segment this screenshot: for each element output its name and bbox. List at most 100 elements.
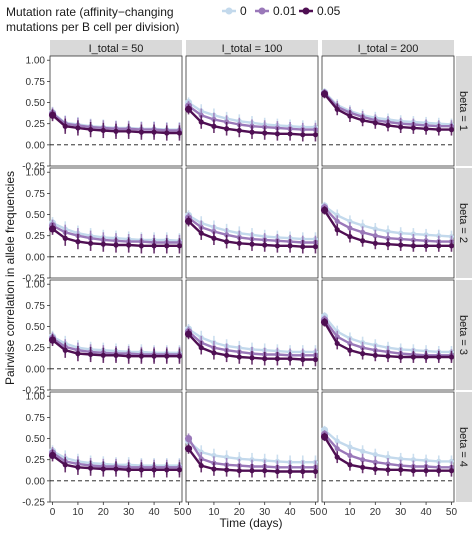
row-strip-3 — [456, 392, 472, 502]
data-point — [398, 456, 404, 462]
data-point — [312, 132, 319, 138]
data-point — [398, 124, 404, 130]
x-tick-label: 40 — [149, 507, 161, 518]
data-point — [347, 218, 353, 224]
panel-2-1 — [184, 279, 319, 391]
data-point — [262, 242, 268, 248]
data-point — [198, 463, 204, 469]
x-axis-title: Time (days) — [220, 516, 283, 530]
y-tick-label: 1.00 — [26, 168, 46, 179]
row-strip-2 — [456, 280, 472, 390]
series-rate-0.05 — [184, 216, 319, 254]
data-point — [274, 356, 280, 362]
data-point — [410, 237, 416, 243]
data-point — [62, 347, 68, 353]
data-point — [287, 131, 293, 137]
data-point — [334, 340, 340, 347]
x-tick-label: 40 — [421, 507, 433, 518]
y-tick-label: 0.25 — [26, 231, 46, 242]
data-point — [334, 218, 340, 224]
data-point — [211, 452, 217, 459]
data-point — [198, 119, 204, 125]
data-point — [151, 243, 157, 249]
data-point — [448, 243, 455, 249]
data-point — [198, 345, 204, 351]
data-point — [360, 448, 366, 454]
data-point — [423, 243, 429, 249]
panel-1-2 — [320, 167, 455, 279]
panel-3-1: 0 10 20 30 40 50 — [184, 391, 322, 518]
data-point — [249, 241, 255, 247]
data-point — [75, 464, 81, 470]
row-strip-label-0: beta = 1 — [457, 91, 469, 131]
data-point — [88, 351, 94, 358]
series-rate-0.05 — [320, 432, 455, 477]
data-point — [436, 243, 442, 249]
legend-key-dot-2 — [302, 7, 310, 15]
data-point — [126, 242, 132, 248]
x-tick-label: 30 — [395, 507, 407, 518]
series-rate-0.05 — [48, 334, 183, 364]
panel-frame — [49, 55, 183, 167]
data-point — [372, 466, 378, 472]
panel-3-2: 0 10 20 30 40 50 — [320, 391, 457, 518]
panel-frame — [185, 167, 319, 279]
x-tick-label: 20 — [98, 507, 110, 518]
y-tick-label: -0.25 — [22, 274, 45, 285]
data-point — [410, 468, 416, 474]
series-rate-0.05 — [48, 223, 183, 254]
data-point — [385, 122, 391, 128]
data-point — [48, 225, 57, 233]
x-tick-label: 50 — [174, 507, 186, 518]
data-point — [300, 356, 306, 363]
panel-frame — [321, 167, 455, 279]
y-tick-label: 0.25 — [26, 455, 46, 466]
data-point — [262, 468, 268, 474]
data-point — [113, 466, 119, 472]
x-tick-label: 20 — [370, 507, 382, 518]
data-point — [236, 354, 242, 360]
data-point — [300, 244, 306, 250]
data-point — [423, 126, 429, 132]
y-tick-label: 1.00 — [26, 392, 46, 403]
data-point — [211, 235, 217, 241]
data-point — [398, 236, 404, 242]
data-point — [100, 241, 106, 247]
data-point — [372, 226, 378, 232]
data-point — [48, 111, 57, 119]
data-point — [224, 239, 230, 245]
col-strip-label-0: I_total = 50 — [89, 43, 144, 55]
data-point — [334, 454, 340, 460]
legend-label-2: 0.05 — [317, 4, 341, 18]
data-point — [75, 351, 81, 357]
data-point — [398, 354, 404, 360]
legend-label-0: 0 — [240, 4, 247, 18]
series-rate-0.05 — [320, 318, 455, 363]
data-point — [334, 227, 340, 233]
data-point — [249, 129, 255, 135]
col-strip-label-2: I_total = 200 — [358, 43, 419, 55]
y-tick-label: 0.50 — [26, 98, 46, 109]
data-point — [320, 90, 329, 98]
panel-frame — [185, 391, 319, 503]
data-point — [236, 468, 242, 474]
series-rate-0.05 — [184, 443, 319, 479]
legend-label-1: 0.01 — [273, 4, 297, 18]
legend-keys: 0 0.01 0.05 — [222, 4, 341, 18]
row-strip-label-3: beta = 4 — [457, 427, 469, 467]
data-point — [138, 243, 144, 249]
data-point — [75, 125, 81, 131]
data-point — [372, 240, 378, 246]
data-point — [385, 467, 391, 473]
data-point — [164, 243, 170, 249]
data-point — [423, 468, 429, 474]
x-tick-label: 50 — [310, 507, 322, 518]
data-point — [126, 353, 132, 359]
data-point — [320, 433, 329, 441]
data-point — [398, 467, 404, 473]
data-point — [385, 241, 391, 247]
data-point — [410, 243, 416, 249]
data-point — [372, 452, 378, 458]
data-point — [287, 356, 293, 362]
